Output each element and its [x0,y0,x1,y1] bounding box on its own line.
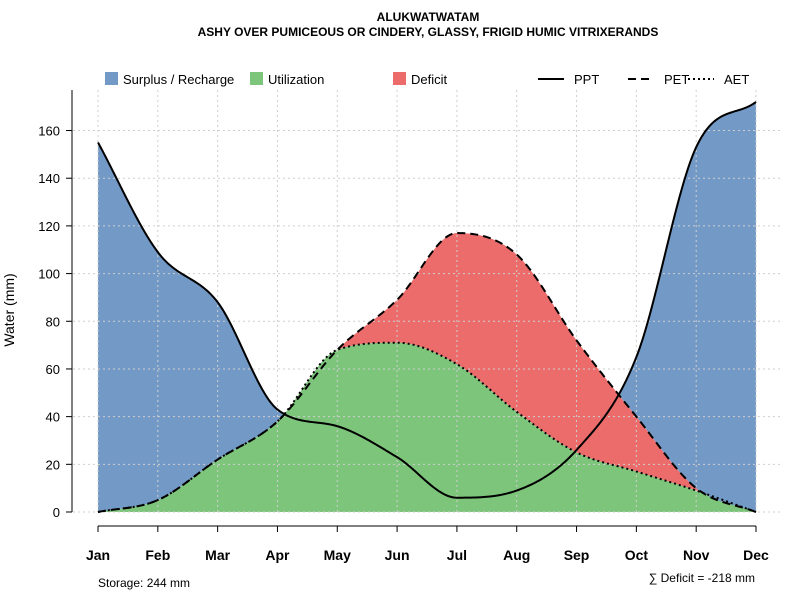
x-tick-label: Apr [265,547,290,563]
y-tick-label: 160 [38,124,60,139]
x-ticks: Jan Feb Mar Apr May Jun Jul Aug Sep Oct Nov Dec [86,526,769,563]
x-tick-label: Jan [86,547,110,563]
legend-swatch-deficit [393,72,406,85]
surplus-area [98,101,756,513]
legend-label: Deficit [411,72,448,87]
y-tick-label: 100 [38,267,60,282]
legend: Surplus / Recharge Utilization Deficit PPT P… [105,72,749,87]
storage-note: Storage: 244 mm [98,576,190,590]
x-tick-label: Sep [564,547,590,563]
y-tick-label: 140 [38,171,60,186]
series-line-ppt [97,101,757,499]
x-tick-label: Aug [503,547,530,563]
grid-lines [68,90,782,513]
y-tick-label: 80 [46,314,60,329]
legend-swatch-utilization [250,72,263,85]
y-tick-label: 40 [46,410,60,425]
chart-subtitle: ASHY OVER PUMICEOUS OR CINDERY, GLASSY, … [198,25,659,39]
deficit-note: ∑ Deficit = -218 mm [649,571,755,585]
x-tick-label: Dec [743,547,769,563]
x-tick-label: Oct [625,547,649,563]
y-axis-label: Water (mm) [1,273,17,346]
chart-title: ALUKWATWATAM [377,10,480,24]
x-tick-label: Jun [385,547,410,563]
x-tick-label: Feb [145,547,170,563]
legend-swatch-surplus-recharge [105,72,118,85]
y-ticks: 0 20 40 60 80 100 120 140 160 [38,124,72,520]
deficit-area [98,233,756,513]
y-tick-label: 20 [46,457,60,472]
y-tick-label: 120 [38,219,60,234]
legend-label: Utilization [268,72,324,87]
legend-label: PET [664,72,689,87]
series-lines [97,101,757,513]
series-line-aet [97,341,757,513]
utilization-area [98,342,756,512]
x-tick-label: Mar [205,547,230,563]
y-tick-label: 60 [46,362,60,377]
fill-areas [98,101,756,513]
x-tick-label: Jul [447,547,467,563]
legend-label: PPT [574,72,599,87]
x-tick-label: Nov [683,547,710,563]
legend-label: AET [724,72,749,87]
x-tick-label: May [324,547,351,563]
y-tick-label: 0 [53,505,60,520]
legend-label: Surplus / Recharge [123,72,234,87]
